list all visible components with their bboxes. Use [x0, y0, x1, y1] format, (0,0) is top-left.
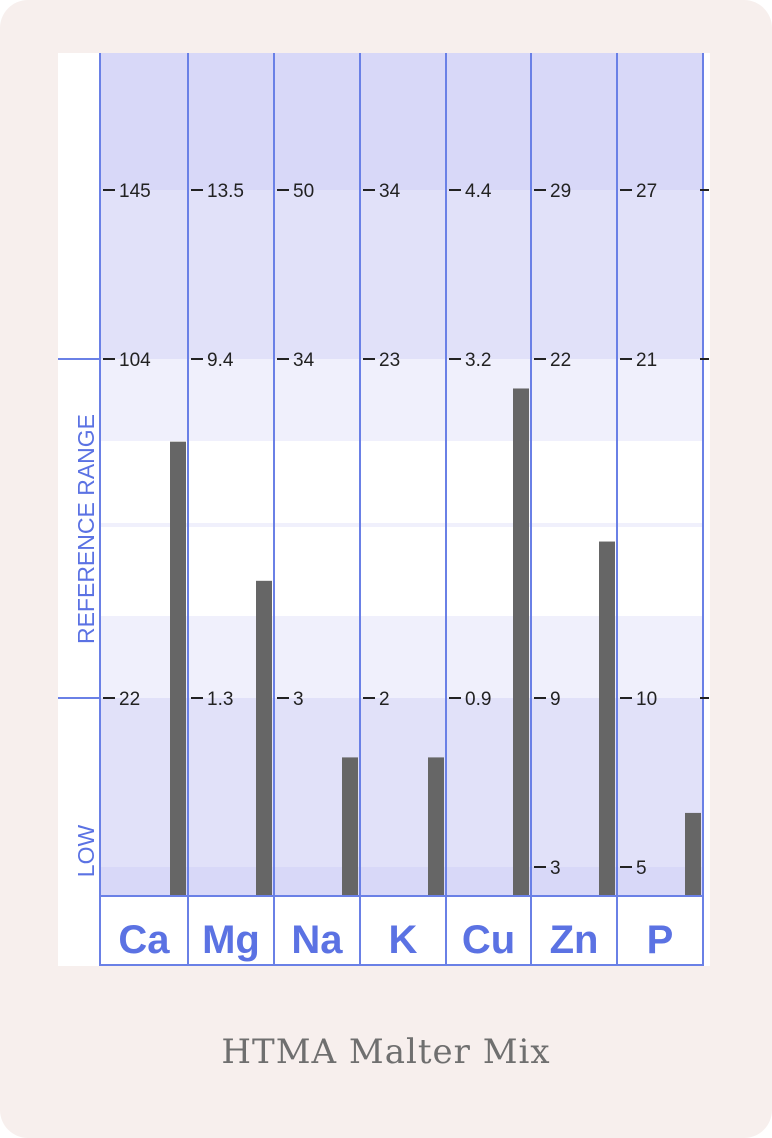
tick-label-ca-upper: 145: [119, 181, 151, 202]
bar-na: [342, 757, 358, 896]
tick-label-mg-high: 9.4: [207, 350, 234, 371]
chart-caption: HTMA Malter Mix: [221, 1032, 551, 1072]
bar-zn: [599, 541, 615, 896]
tick-label-p-bottom: 5: [636, 858, 647, 879]
category-label-ca: Ca: [118, 918, 170, 962]
tick-label-na-high: 34: [293, 350, 315, 371]
tick-label-na-upper: 50: [293, 181, 314, 202]
bar-mg: [256, 580, 272, 896]
tick-label-mg-low: 1.3: [207, 689, 233, 710]
band-top: [100, 53, 703, 190]
tick-label-cu-high: 3.2: [465, 350, 491, 371]
category-label-na: Na: [291, 918, 343, 962]
tick-label-k-high: 23: [379, 350, 400, 371]
tick-label-p-low: 10: [636, 689, 657, 710]
band-reference-midline: [100, 523, 703, 527]
category-label-cu: Cu: [462, 918, 515, 962]
tick-label-zn-low: 9: [550, 689, 561, 710]
bar-p: [685, 812, 701, 896]
tick-label-zn-upper: 29: [550, 181, 571, 202]
tick-label-k-upper: 34: [379, 181, 401, 202]
tick-label-ca-low: 22: [119, 689, 140, 710]
band-high: [100, 190, 703, 359]
tick-label-mg-upper: 13.5: [207, 181, 244, 202]
category-label-p: P: [647, 918, 674, 962]
tick-label-cu-upper: 4.4: [465, 181, 492, 202]
bar-k: [428, 757, 444, 896]
bar-cu: [513, 388, 529, 896]
tick-label-p-high: 21: [636, 350, 657, 371]
tick-label-ca-high: 104: [119, 350, 151, 371]
bar-ca: [170, 441, 186, 896]
tick-label-zn-bottom: 3: [550, 858, 561, 879]
tick-label-k-low: 2: [379, 689, 390, 710]
tick-label-cu-low: 0.9: [465, 689, 491, 710]
tick-label-zn-high: 22: [550, 350, 571, 371]
tick-label-na-low: 3: [293, 689, 304, 710]
reference-range-label: REFERENCE RANGE: [73, 414, 99, 644]
band-reference-upper: [100, 359, 703, 441]
category-label-k: K: [389, 918, 418, 962]
tick-label-p-upper: 27: [636, 181, 657, 202]
category-label-mg: Mg: [202, 918, 260, 962]
category-label-zn: Zn: [550, 918, 599, 962]
mineral-chart: REFERENCE RANGELOW1451042213.59.41.35034…: [58, 53, 709, 966]
low-label: LOW: [73, 825, 99, 878]
